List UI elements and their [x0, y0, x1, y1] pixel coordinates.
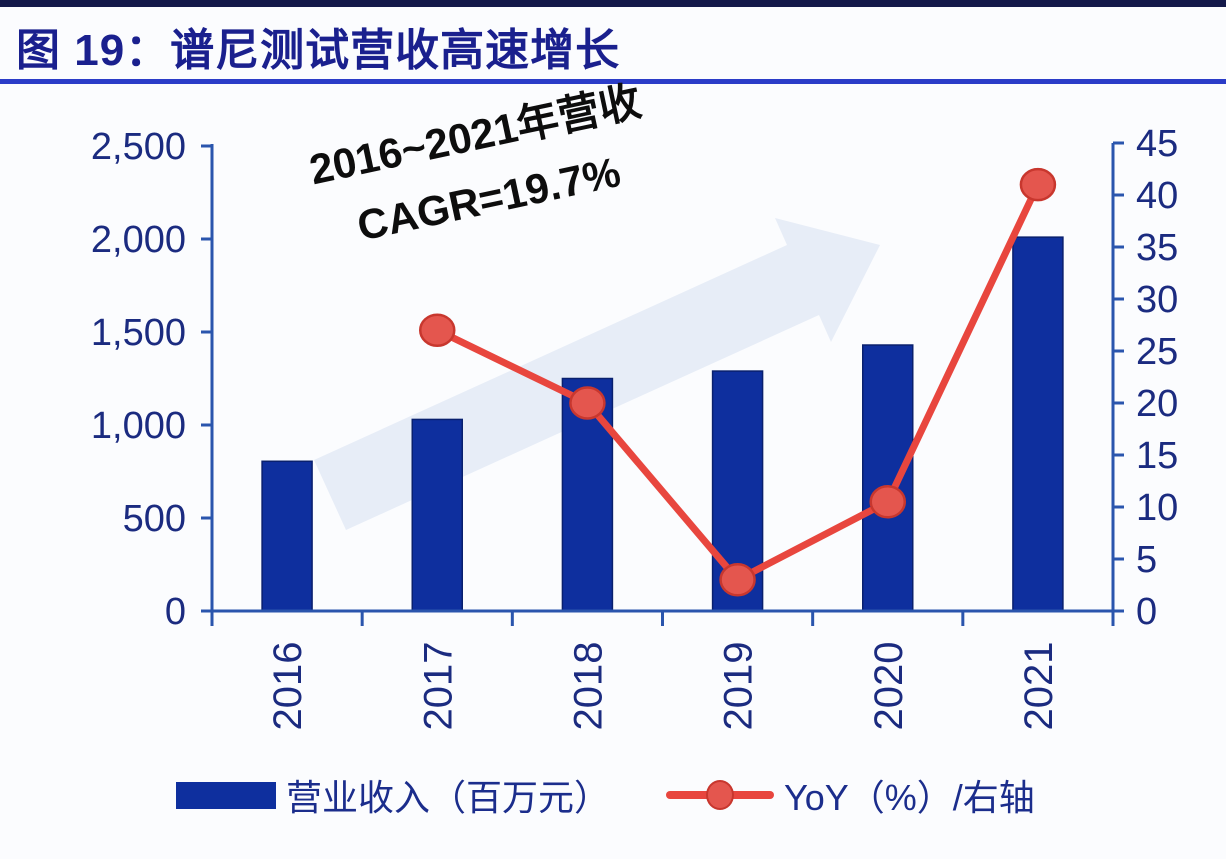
yoy-marker-2018: [569, 386, 606, 420]
chart-area: 0 500 1,000 1,500 2,000 2,500 0 5 10 15 20 25 30 35 40…: [0, 77, 1226, 770]
right-axis-tick-label: 30: [1136, 279, 1178, 321]
left-axis-tick-label: 1,000: [91, 405, 186, 447]
legend-item-revenue: 营业收入（百万元）: [176, 769, 610, 821]
legend-item-yoy: YoY（%）/右轴: [666, 769, 1035, 821]
right-axis-tick-label: 40: [1136, 175, 1178, 217]
x-axis-label-2016: 2016: [266, 642, 310, 731]
x-axis-label-2020: 2020: [867, 642, 911, 731]
revenue-legend-label: 营业收入（百万元）: [286, 777, 611, 818]
x-axis-label-2017: 2017: [416, 642, 460, 731]
right-axis-tick-label: 0: [1136, 591, 1157, 633]
right-axis-tick-label: 25: [1136, 331, 1178, 373]
x-axis-label-2018: 2018: [566, 642, 610, 731]
yoy-legend-label: YoY（%）/右轴: [784, 777, 1035, 818]
x-axis-label-2021: 2021: [1017, 642, 1061, 731]
yoy-marker-dot: [706, 780, 735, 810]
right-axis-tick-label: 45: [1136, 123, 1178, 165]
chart-canvas: 0 500 1,000 1,500 2,000 2,500 0 5 10 15 20 25 30 35 40…: [91, 123, 1178, 731]
yoy-marker-2020: [869, 485, 906, 519]
left-axis-tick-label: 2,500: [91, 126, 186, 168]
bar-2016: [261, 460, 313, 612]
right-axis-tick-label: 20: [1136, 383, 1178, 425]
yoy-marker-2021: [1019, 167, 1057, 202]
yoy-marker-2019: [719, 563, 756, 597]
right-axis-tick-label: 35: [1136, 227, 1178, 269]
right-axis-tick-label: 5: [1136, 539, 1157, 581]
title-underline: [0, 79, 1226, 84]
figure-title: 图 19：谱尼测试营收高速增长: [16, 26, 621, 75]
x-axis-label-2019: 2019: [717, 642, 761, 731]
bar-2020: [862, 344, 914, 612]
left-axis-tick-label: 500: [123, 498, 186, 540]
bar-2021: [1012, 236, 1064, 612]
right-axis-tick-label: 10: [1136, 487, 1178, 529]
left-axis-tick-label: 2,000: [91, 219, 186, 261]
bar-2017: [411, 418, 463, 612]
revenue-swatch: [176, 781, 276, 809]
left-axis-tick-label: 0: [165, 591, 186, 633]
top-border-bar: [0, 0, 1226, 7]
left-axis-tick-label: 1,500: [91, 312, 186, 354]
yoy-line-swatch: [666, 780, 775, 810]
yoy-marker-2017: [419, 313, 456, 347]
legend: 营业收入（百万元） YoY（%）/右轴: [176, 766, 1035, 824]
right-axis-tick-label: 15: [1136, 435, 1178, 477]
